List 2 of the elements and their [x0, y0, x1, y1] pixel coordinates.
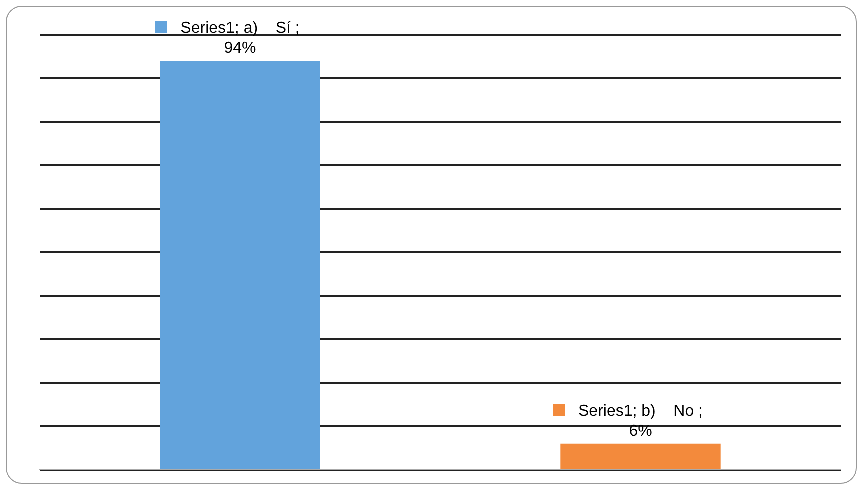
- data-label: Series1; b) No ; 6%: [578, 402, 703, 440]
- data-label: Series1; a) Sí ; 94%: [180, 20, 300, 58]
